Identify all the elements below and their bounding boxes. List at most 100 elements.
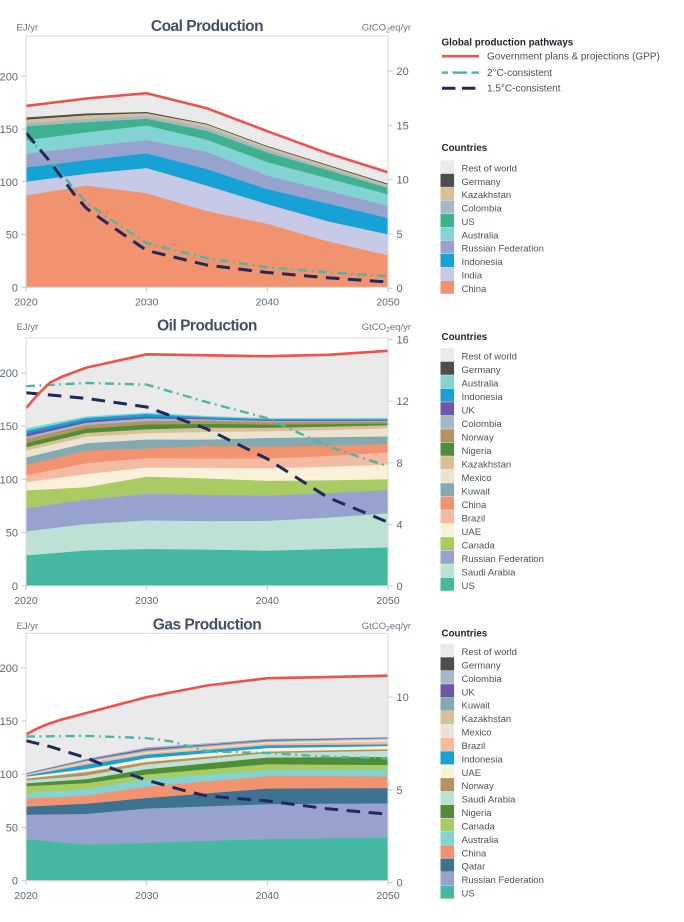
svg-text:Nigeria: Nigeria (462, 446, 493, 457)
svg-text:0: 0 (397, 581, 403, 593)
svg-text:Countries: Countries (442, 629, 488, 640)
svg-text:Gas Production: Gas Production (153, 617, 261, 634)
svg-text:50: 50 (6, 823, 18, 835)
svg-text:2°C-consistent: 2°C-consistent (487, 68, 552, 79)
svg-text:2040: 2040 (256, 297, 280, 309)
svg-text:8: 8 (397, 458, 403, 470)
svg-text:Rest of world: Rest of world (462, 647, 517, 658)
svg-text:Australia: Australia (462, 835, 500, 846)
svg-text:200: 200 (0, 368, 18, 380)
svg-text:2050: 2050 (376, 297, 400, 309)
svg-text:100: 100 (0, 177, 18, 189)
svg-text:2030: 2030 (135, 297, 159, 309)
svg-text:Oil Production: Oil Production (157, 318, 257, 335)
svg-text:50: 50 (6, 528, 18, 540)
svg-text:0: 0 (397, 878, 403, 890)
svg-text:2020: 2020 (14, 890, 38, 902)
svg-text:EJ/yr: EJ/yr (17, 322, 39, 333)
svg-text:Colombia: Colombia (462, 674, 503, 685)
svg-text:Norway: Norway (462, 781, 494, 792)
svg-text:Australia: Australia (462, 230, 500, 241)
svg-text:5: 5 (397, 785, 403, 797)
svg-text:UAE: UAE (462, 768, 482, 779)
svg-text:Kuwait: Kuwait (462, 486, 491, 497)
svg-text:China: China (462, 284, 488, 295)
svg-text:150: 150 (0, 716, 18, 728)
svg-text:Brazil: Brazil (462, 741, 486, 752)
svg-text:Australia: Australia (462, 378, 500, 389)
svg-text:50: 50 (6, 230, 18, 242)
svg-text:0: 0 (12, 876, 18, 888)
svg-text:Germany: Germany (462, 177, 501, 188)
svg-text:150: 150 (0, 421, 18, 433)
svg-text:Germany: Germany (462, 365, 501, 376)
svg-text:Saudi Arabia: Saudi Arabia (462, 567, 517, 578)
svg-text:2040: 2040 (256, 595, 280, 607)
svg-text:GtCO2eq/yr: GtCO2eq/yr (362, 322, 411, 334)
svg-text:US: US (462, 581, 475, 592)
svg-text:15: 15 (397, 120, 409, 132)
svg-text:2030: 2030 (135, 890, 159, 902)
svg-text:GtCO2eq/yr: GtCO2eq/yr (362, 621, 411, 633)
svg-text:Government plans & projections: Government plans & projections (GPP) (487, 52, 660, 63)
svg-text:GtCO2eq/yr: GtCO2eq/yr (362, 23, 411, 35)
svg-text:Russian Federation: Russian Federation (462, 875, 544, 886)
svg-text:EJ/yr: EJ/yr (17, 23, 39, 34)
svg-text:200: 200 (0, 663, 18, 675)
svg-text:China: China (462, 848, 488, 859)
svg-text:India: India (462, 271, 483, 282)
svg-text:0: 0 (12, 282, 18, 294)
svg-text:Canada: Canada (462, 822, 496, 833)
svg-text:100: 100 (0, 474, 18, 486)
svg-text:UK: UK (462, 687, 476, 698)
svg-text:12: 12 (397, 396, 409, 408)
svg-text:Countries: Countries (442, 143, 488, 154)
svg-text:Rest of world: Rest of world (462, 351, 517, 362)
svg-text:Mexico: Mexico (462, 728, 492, 739)
svg-text:China: China (462, 500, 488, 511)
svg-text:2020: 2020 (14, 297, 38, 309)
svg-text:Coal Production: Coal Production (151, 18, 263, 35)
svg-text:10: 10 (397, 175, 409, 187)
svg-text:2040: 2040 (256, 890, 280, 902)
svg-text:Brazil: Brazil (462, 513, 486, 524)
svg-text:Kuwait: Kuwait (462, 701, 491, 712)
svg-text:Kazakhstan: Kazakhstan (462, 190, 512, 201)
svg-text:Colombia: Colombia (462, 419, 503, 430)
svg-text:10: 10 (397, 692, 409, 704)
svg-text:16: 16 (397, 335, 409, 347)
svg-text:Kazakhstan: Kazakhstan (462, 714, 512, 725)
svg-text:Global production pathways: Global production pathways (442, 37, 574, 48)
svg-text:2030: 2030 (135, 595, 159, 607)
svg-text:Russian Federation: Russian Federation (462, 244, 544, 255)
svg-text:US: US (462, 889, 475, 900)
svg-text:Mexico: Mexico (462, 473, 492, 484)
svg-text:Norway: Norway (462, 432, 494, 443)
svg-text:Saudi Arabia: Saudi Arabia (462, 795, 517, 806)
svg-text:1.5°C-consistent: 1.5°C-consistent (487, 84, 561, 95)
svg-text:UAE: UAE (462, 527, 482, 538)
svg-text:UK: UK (462, 405, 476, 416)
svg-text:Indonesia: Indonesia (462, 257, 504, 268)
svg-text:150: 150 (0, 124, 18, 136)
svg-text:Indonesia: Indonesia (462, 754, 504, 765)
svg-text:20: 20 (397, 66, 409, 78)
svg-text:0: 0 (12, 581, 18, 593)
svg-text:Countries: Countries (442, 332, 488, 343)
svg-text:US: US (462, 217, 475, 228)
svg-text:200: 200 (0, 71, 18, 83)
svg-text:EJ/yr: EJ/yr (17, 621, 39, 632)
svg-text:Russian Federation: Russian Federation (462, 554, 544, 565)
svg-text:100: 100 (0, 769, 18, 781)
svg-text:2050: 2050 (376, 890, 400, 902)
svg-text:0: 0 (397, 283, 403, 295)
svg-text:2020: 2020 (14, 595, 38, 607)
svg-text:Indonesia: Indonesia (462, 392, 504, 403)
svg-text:4: 4 (397, 519, 403, 531)
svg-text:Qatar: Qatar (462, 862, 486, 873)
svg-text:Colombia: Colombia (462, 204, 503, 215)
svg-text:Canada: Canada (462, 540, 496, 551)
svg-text:Germany: Germany (462, 660, 501, 671)
svg-text:Kazakhstan: Kazakhstan (462, 459, 512, 470)
svg-text:5: 5 (397, 229, 403, 241)
